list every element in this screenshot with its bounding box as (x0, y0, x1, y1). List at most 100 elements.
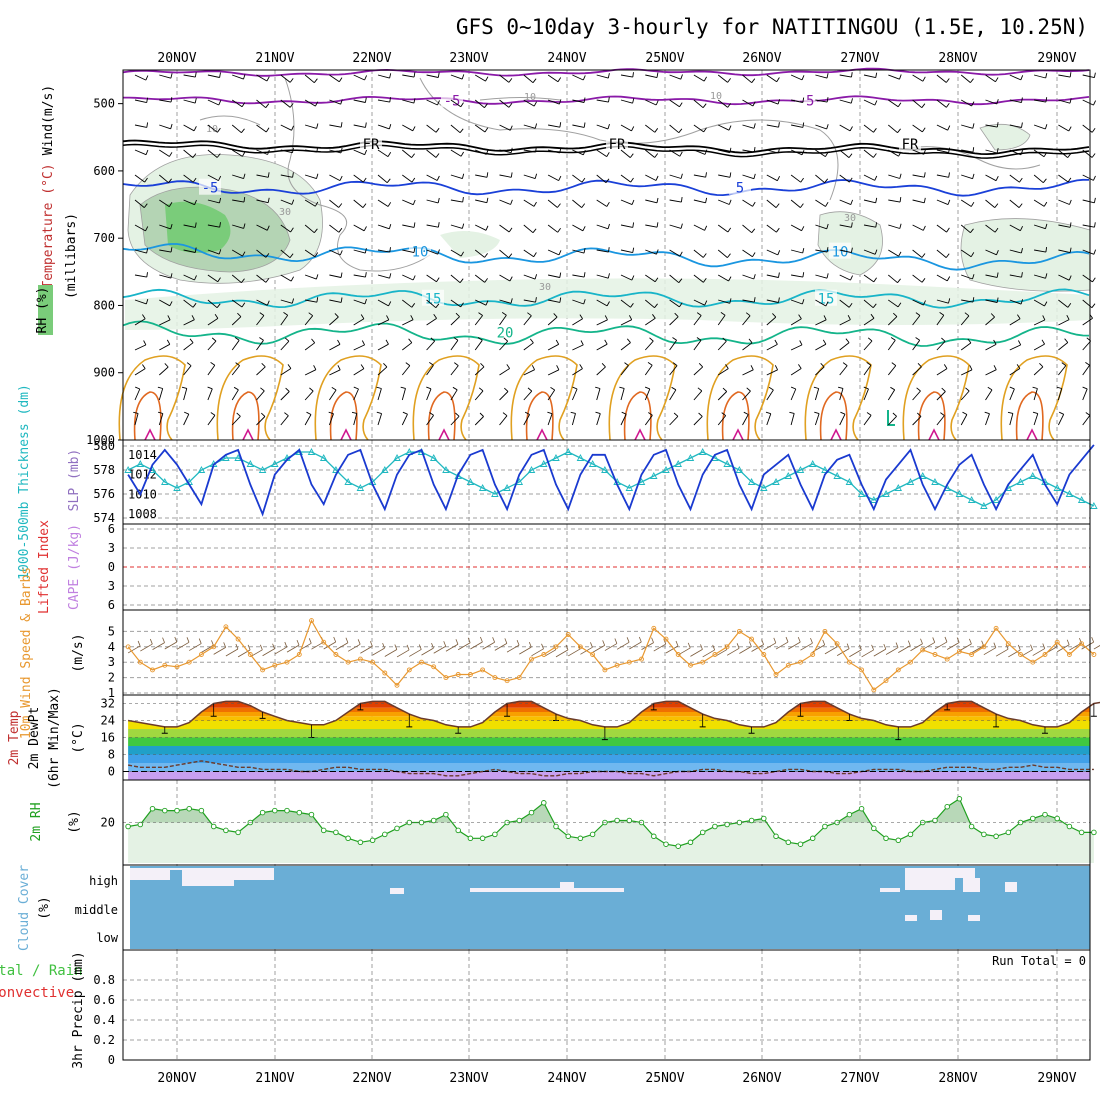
precip-tick-label: 0.2 (93, 1033, 115, 1047)
wind10m-barb (626, 637, 630, 643)
thickness-point (955, 490, 964, 497)
wind-barb (936, 149, 949, 154)
wind-barb (1091, 303, 1096, 308)
wind-barb (480, 362, 485, 368)
bottom-date-label: 21NOV (255, 1071, 294, 1086)
wind-barb (777, 99, 781, 105)
wind-barb (388, 123, 392, 130)
wind-barb (527, 312, 532, 317)
wind-barb (693, 224, 705, 231)
wind-barb (353, 174, 364, 183)
wind-barb (826, 97, 829, 103)
wind-speed-point (944, 656, 950, 662)
contour-label: FR (363, 137, 380, 153)
wind-barb (815, 224, 827, 230)
wind-barb (985, 344, 997, 351)
wind-barb (304, 390, 314, 401)
wind-barb (134, 124, 147, 128)
wind-barb (478, 312, 483, 316)
wind-barb (337, 339, 341, 345)
wind-speed-point (186, 659, 192, 665)
wind-barb (192, 302, 197, 308)
wind-barb (815, 249, 828, 253)
wind-speed-point (602, 667, 608, 673)
wind-barb (790, 413, 795, 426)
theta-contour (231, 391, 260, 441)
wind-barb (134, 413, 139, 426)
wind-barb (508, 78, 513, 83)
wind-speed-point (908, 659, 913, 665)
cloud-clear-patch (194, 868, 234, 886)
wind-barb (402, 224, 415, 228)
wind-barb (134, 224, 146, 232)
wind-barb (972, 147, 975, 153)
wind-barb (433, 314, 437, 319)
wind-barb (970, 228, 974, 233)
wind-barb (499, 249, 509, 259)
wind-barb (717, 74, 728, 83)
wind-barb (654, 303, 658, 308)
wind-barb (353, 388, 359, 401)
wind-barb (437, 72, 440, 78)
wind-barb (718, 299, 730, 304)
wind-barb (412, 275, 416, 281)
wind-barb (729, 172, 732, 178)
wind-barb (315, 274, 319, 280)
wind-speed-point (504, 678, 510, 684)
wind-barb (888, 124, 898, 134)
wind-barb (377, 249, 390, 253)
wind10m-barb (592, 645, 605, 653)
wind10m-barb (590, 642, 593, 648)
wind-barb (1069, 222, 1072, 228)
wind10m-barb (800, 642, 813, 651)
wind-barb (450, 74, 463, 80)
wind10m-barb (944, 636, 948, 643)
wind10m-barb (421, 647, 434, 656)
wind-barb (231, 365, 240, 376)
wind10m-barb (736, 643, 740, 649)
theta-contour (1000, 355, 1068, 441)
wind-barb (243, 173, 246, 179)
wind-barb (1018, 203, 1023, 208)
wind10m-barb (247, 644, 251, 651)
wind-barb (1058, 249, 1071, 254)
wind-barb (159, 199, 170, 207)
wind-barb (850, 247, 853, 253)
wind-barb (231, 299, 243, 308)
wind-barb (1033, 124, 1046, 130)
wind-barb (437, 197, 440, 203)
wind-barb (256, 340, 264, 351)
thickness-tick-label: 578 (93, 463, 115, 477)
wind-barb (945, 78, 950, 83)
wind-barb (437, 222, 440, 228)
wind-barb (329, 316, 339, 326)
wind-barb (1082, 149, 1093, 158)
wind-barb (183, 299, 194, 308)
wind-barb (605, 178, 610, 183)
wind-barb (316, 123, 319, 129)
contour-label-bg (360, 135, 382, 151)
thickness-point (1077, 496, 1086, 503)
wind-barb (620, 414, 627, 426)
wind-barb (280, 391, 290, 401)
wind-barb (936, 99, 947, 108)
wind-barb (477, 337, 483, 341)
wind-barb (624, 362, 629, 366)
wind-barb (604, 339, 608, 345)
wind-barb (234, 337, 240, 341)
top-date-label: 29NOV (1037, 51, 1076, 66)
wind-barb (873, 128, 877, 133)
wind-barb (718, 124, 730, 131)
wind-barb (936, 249, 947, 258)
wind-barb (698, 412, 703, 417)
wind-barb (669, 274, 680, 284)
wind-barb (823, 315, 827, 321)
wind-speed-point (1066, 652, 1072, 657)
wind-barb (985, 413, 990, 426)
wind-barb (411, 153, 415, 158)
wind-barb (159, 299, 171, 307)
wind10m-barb (748, 641, 752, 647)
wind10m-barb (871, 644, 874, 651)
